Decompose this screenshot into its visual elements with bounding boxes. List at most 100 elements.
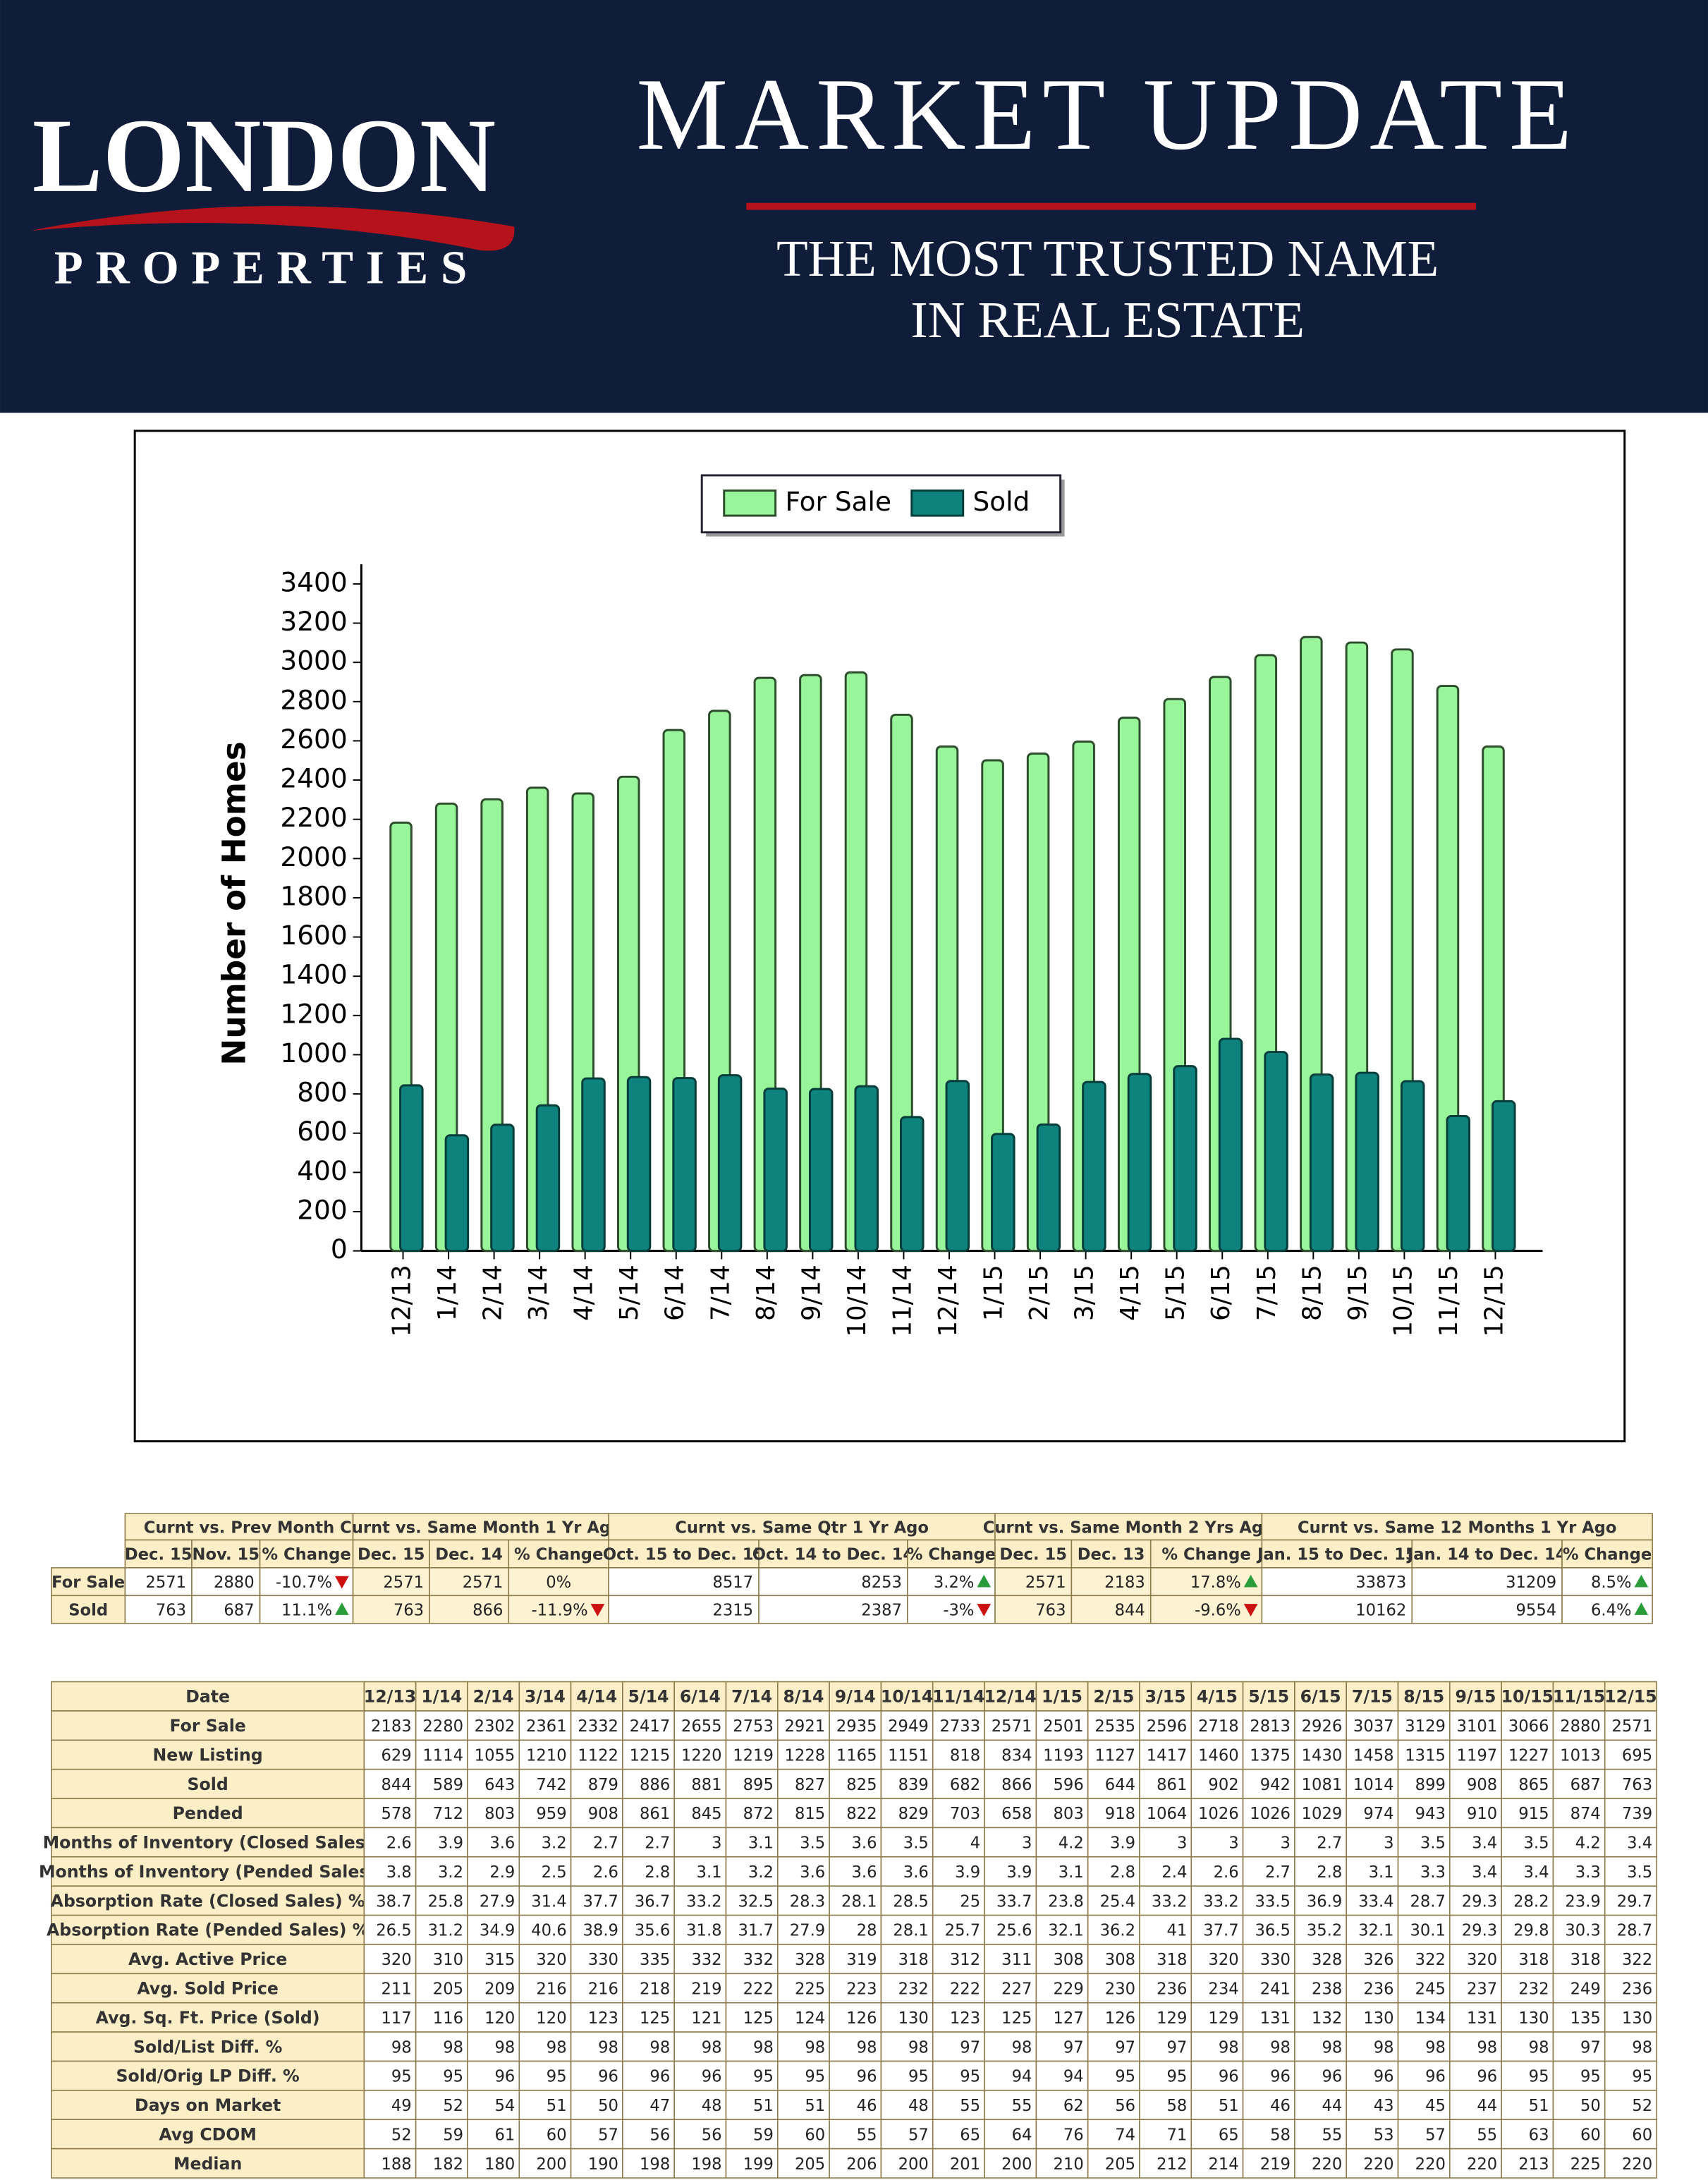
table-cell (1449, 1914, 1502, 1945)
table-value: 1197 (1457, 1746, 1498, 1765)
table-value: 227 (1001, 1980, 1032, 1999)
table-cell (1604, 1944, 1657, 1975)
table-value: 44 (1477, 2097, 1497, 2115)
table-cell (51, 1567, 126, 1597)
row-label: Absorption Rate (Pended Sales) % (47, 1920, 369, 1940)
y-tick-label: 0 (331, 1234, 348, 1265)
table-value: 98 (443, 2038, 463, 2057)
y-tick-label: 1200 (280, 998, 347, 1029)
table-cell (363, 1856, 417, 1887)
table-cell (51, 1827, 365, 1858)
table-cell (1035, 1944, 1089, 1975)
table-cell (1294, 2119, 1347, 2150)
table-value: 55 (1012, 2097, 1032, 2115)
table-value: 3.4 (1472, 1863, 1497, 1882)
table-value: 318 (1518, 1951, 1549, 1969)
table-value: 2.7 (645, 1834, 670, 1853)
table-cell (1139, 1768, 1192, 1799)
table-value: 834 (1001, 1746, 1032, 1765)
table-cell (1149, 1595, 1263, 1624)
legend-swatch (723, 489, 777, 517)
bar (763, 1088, 788, 1253)
table-value: 96 (857, 2068, 877, 2086)
table-value: 2302 (475, 1717, 516, 1736)
table-value: 55 (960, 2097, 980, 2115)
table-value: 3037 (1353, 1717, 1394, 1736)
table-value: 96 (598, 2068, 618, 2086)
table-value: 703 (950, 1805, 980, 1823)
table-value: 96 (702, 2068, 722, 2086)
table-cell (1397, 2002, 1451, 2033)
group-header: Curnt vs. Same Month 1 Yr Ago (340, 1518, 622, 1537)
header-title: MARKET UPDATE (636, 57, 1579, 171)
table-cell (352, 1539, 430, 1569)
table-value: 326 (1363, 1951, 1393, 1969)
table-cell (570, 1739, 623, 1770)
table-cell (725, 1798, 779, 1829)
table-value: 742 (536, 1776, 566, 1794)
table-cell (725, 1739, 779, 1770)
table-value: 31.8 (686, 1922, 721, 1940)
table-value: 1220 (681, 1746, 722, 1765)
table-value: 3 (1177, 1834, 1187, 1853)
table-cell (984, 1973, 1037, 2004)
table-value: 98 (1374, 2038, 1394, 2057)
table-cell (51, 2119, 365, 2150)
table-value: 2935 (836, 1717, 877, 1736)
table-value: 687 (224, 1602, 254, 1620)
table-value: 1417 (1147, 1746, 1188, 1765)
table-cell (1087, 2148, 1140, 2179)
row-label: For Sale (169, 1716, 245, 1736)
table-cell (1397, 1710, 1451, 1741)
table-value: 129 (1208, 2009, 1238, 2028)
table-value: 11.1% (281, 1602, 332, 1620)
table-cell (829, 2119, 882, 2150)
table-value: 322 (1415, 1951, 1446, 1969)
table-value: 3 (1384, 1834, 1393, 1853)
table-value: 49 (391, 2097, 412, 2115)
table-value: 3.9 (438, 1834, 463, 1853)
table-value: 2361 (526, 1717, 567, 1736)
table-value: 180 (484, 2155, 515, 2174)
table-cell (1561, 1567, 1653, 1597)
table-cell (984, 2090, 1037, 2121)
table-cell (570, 1973, 623, 2004)
table-cell (1242, 2090, 1295, 2121)
table-value: 57 (1425, 2126, 1446, 2144)
table-value: 238 (1312, 1980, 1342, 1999)
table-cell (777, 1798, 830, 1829)
table-value: 234 (1208, 1980, 1238, 1999)
column-header: 6/14 (680, 1687, 721, 1707)
table-cell (1501, 1798, 1554, 1829)
table-value: 225 (1570, 2155, 1601, 2174)
legend-label: Sold (972, 486, 1030, 517)
table-value: 126 (846, 2009, 877, 2028)
column-header: 7/14 (731, 1687, 772, 1707)
table-value: 3.8 (386, 1863, 412, 1882)
table-value: 845 (691, 1805, 721, 1823)
table-value: 98 (1425, 2038, 1446, 2057)
table-value: 827 (795, 1776, 825, 1794)
table-value: 2753 (733, 1717, 774, 1736)
table-value: 98 (649, 2038, 670, 2057)
table-value: 3 (1022, 1834, 1032, 1853)
table-value: 123 (950, 2009, 980, 2028)
table-cell (518, 1914, 572, 1945)
table-value: 220 (1622, 2155, 1652, 2174)
table-value: 74 (1115, 2126, 1135, 2144)
column-header: % Change (1563, 1546, 1652, 1564)
table-value: 121 (691, 2009, 721, 2028)
table-value: 17.8% (1190, 1573, 1241, 1592)
table-value: 2183 (1104, 1573, 1145, 1592)
bar (981, 759, 1004, 1253)
table-value: 28.3 (790, 1892, 825, 1911)
table-value: 32.1 (1048, 1922, 1083, 1940)
table-value: 199 (743, 2155, 774, 2174)
trend-up (1243, 1574, 1258, 1588)
table-value: 9554 (1516, 1602, 1557, 1620)
table-value: 959 (536, 1805, 566, 1823)
table-cell (1242, 1885, 1295, 1916)
trend-down (977, 1604, 992, 1616)
table-cell (725, 1944, 779, 1975)
table-cell (467, 2090, 520, 2121)
